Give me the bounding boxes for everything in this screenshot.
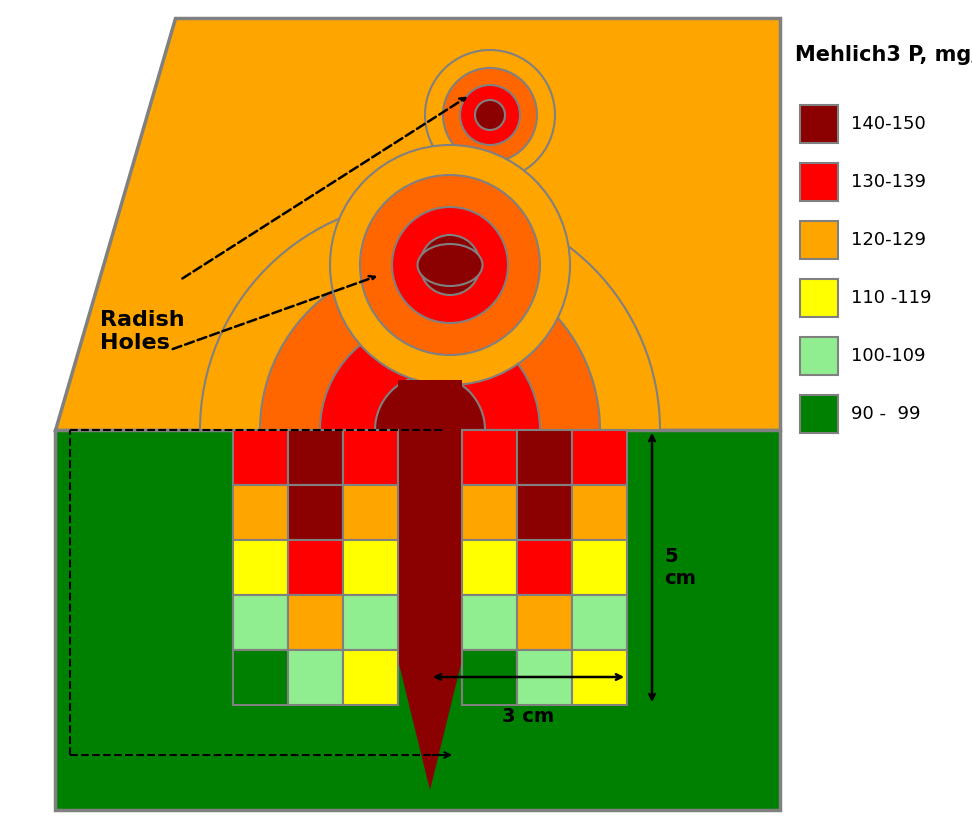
Bar [517, 430, 572, 485]
Bar [462, 485, 517, 540]
Bar [233, 485, 288, 540]
Bar [462, 595, 517, 650]
Circle shape [425, 50, 555, 180]
Bar [343, 430, 398, 485]
Bar [572, 595, 627, 650]
Bar [343, 595, 398, 650]
Bar [288, 430, 343, 485]
Text: 100-109: 100-109 [851, 347, 925, 365]
Polygon shape [398, 380, 462, 790]
Text: Mehlich3 P, mg/kg: Mehlich3 P, mg/kg [795, 45, 972, 65]
Bar [288, 650, 343, 705]
Bar [288, 595, 343, 650]
Text: Radish
Holes: Radish Holes [100, 310, 185, 353]
Ellipse shape [418, 244, 482, 286]
Text: 120-129: 120-129 [851, 231, 926, 249]
Circle shape [460, 85, 520, 145]
Bar [343, 650, 398, 705]
Bar [233, 650, 288, 705]
Text: 5
cm: 5 cm [664, 547, 696, 587]
Bar [288, 485, 343, 540]
Bar [462, 650, 517, 705]
Bar [233, 430, 288, 485]
Wedge shape [260, 260, 600, 430]
Bar [800, 105, 838, 143]
Polygon shape [55, 18, 780, 430]
Circle shape [475, 100, 505, 130]
Bar [572, 540, 627, 595]
Wedge shape [375, 375, 485, 430]
Text: 130-139: 130-139 [851, 173, 926, 191]
Bar [233, 540, 288, 595]
Bar [800, 163, 838, 201]
Circle shape [443, 68, 537, 162]
Bar [462, 430, 517, 485]
Circle shape [330, 145, 570, 385]
Bar [517, 650, 572, 705]
Bar [462, 540, 517, 595]
Bar [517, 485, 572, 540]
Wedge shape [320, 320, 540, 430]
Bar [343, 540, 398, 595]
Bar [517, 540, 572, 595]
Bar [572, 485, 627, 540]
Bar [800, 221, 838, 259]
Wedge shape [200, 200, 660, 430]
Bar [800, 279, 838, 317]
Circle shape [420, 235, 480, 295]
Text: 110 -119: 110 -119 [851, 289, 931, 307]
Bar [288, 540, 343, 595]
Bar [572, 650, 627, 705]
Polygon shape [55, 430, 780, 810]
Circle shape [360, 175, 540, 355]
Bar [233, 595, 288, 650]
Text: 140-150: 140-150 [851, 115, 925, 133]
Text: 3 cm: 3 cm [502, 707, 554, 726]
Bar [517, 595, 572, 650]
Text: 90 -  99: 90 - 99 [851, 405, 920, 423]
Bar [800, 337, 838, 375]
Bar [343, 485, 398, 540]
Circle shape [392, 207, 508, 323]
Bar [800, 395, 838, 433]
Bar [572, 430, 627, 485]
